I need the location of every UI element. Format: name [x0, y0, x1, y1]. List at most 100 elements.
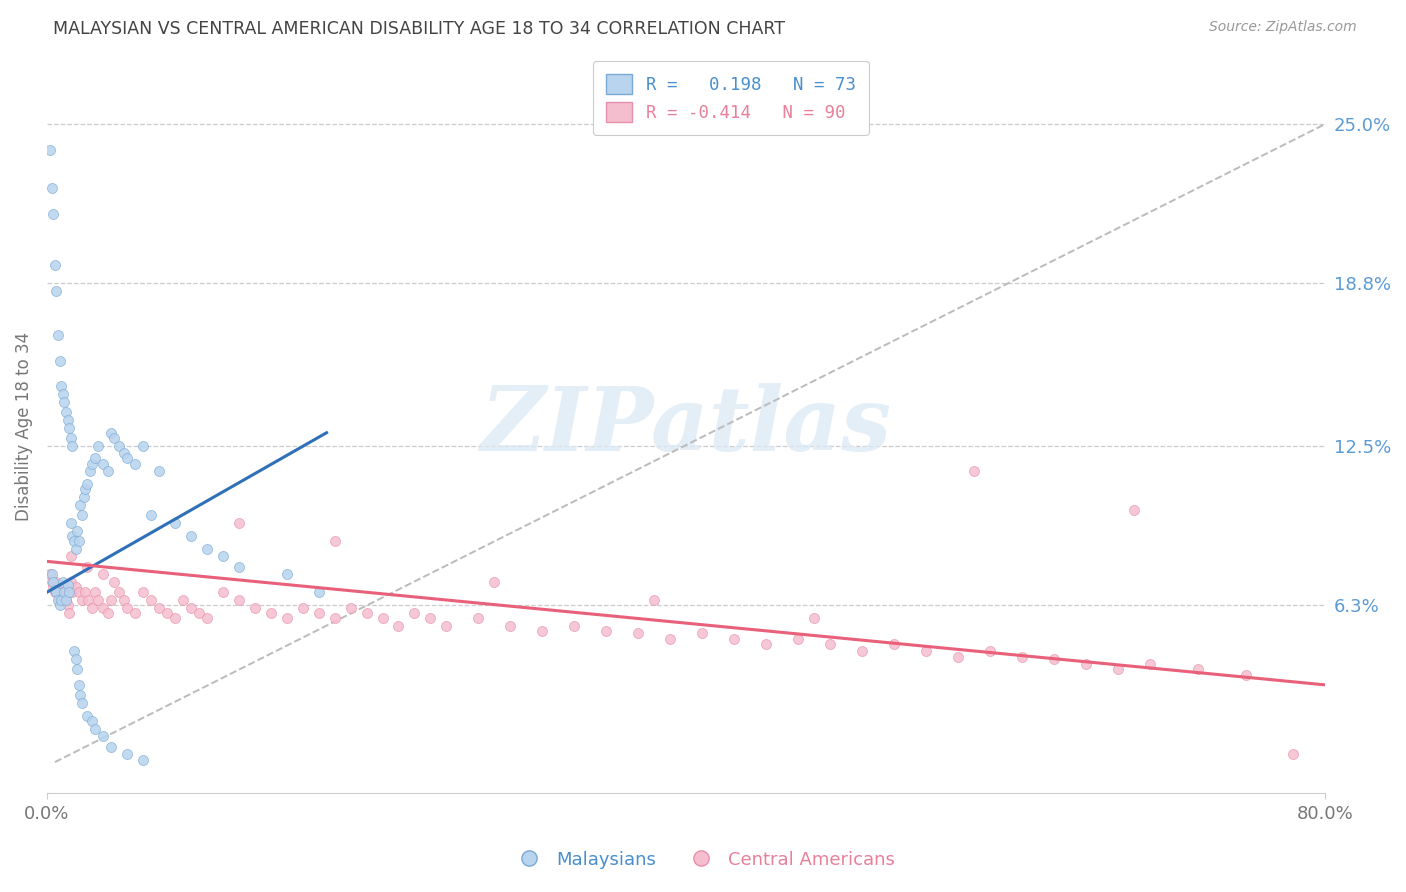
Point: [63, 533, 86, 548]
Point: [107, 585, 129, 599]
Point: [65, 541, 87, 556]
Point: [356, 606, 378, 620]
Point: [156, 606, 179, 620]
Text: MALAYSIAN VS CENTRAL AMERICAN DISABILITY AGE 18 TO 34 CORRELATION CHART: MALAYSIAN VS CENTRAL AMERICAN DISABILITY…: [53, 20, 786, 37]
Point: [851, 644, 873, 658]
Point: [48, 593, 70, 607]
Point: [1011, 649, 1033, 664]
Point: [42, 580, 65, 594]
Point: [339, 600, 361, 615]
Point: [211, 585, 233, 599]
Text: Source: ZipAtlas.com: Source: ZipAtlas.com: [1209, 20, 1357, 34]
Point: [55, 405, 77, 419]
Point: [562, 618, 585, 632]
Point: [243, 600, 266, 615]
Point: [80, 714, 103, 728]
Point: [97, 464, 120, 478]
Point: [308, 585, 330, 599]
Point: [404, 606, 426, 620]
Point: [58, 420, 80, 434]
Point: [83, 585, 105, 599]
Point: [76, 477, 98, 491]
Point: [100, 739, 122, 754]
Point: [58, 585, 80, 599]
Point: [59, 516, 82, 530]
Point: [1122, 503, 1144, 517]
Point: [1234, 667, 1257, 681]
Point: [46, 593, 69, 607]
Point: [308, 606, 330, 620]
Point: [63, 644, 86, 658]
Point: [83, 451, 105, 466]
Point: [484, 574, 506, 589]
Point: [1042, 652, 1064, 666]
Point: [52, 574, 75, 589]
Point: [139, 508, 162, 522]
Point: [53, 585, 76, 599]
Point: [80, 600, 103, 615]
Point: [46, 585, 69, 599]
Point: [228, 593, 250, 607]
Point: [187, 606, 209, 620]
Point: [69, 498, 91, 512]
Point: [690, 626, 713, 640]
Point: [45, 284, 67, 298]
Point: [44, 582, 66, 597]
Point: [59, 431, 82, 445]
Point: [46, 327, 69, 342]
Y-axis label: Disability Age 18 to 34: Disability Age 18 to 34: [15, 332, 32, 521]
Point: [195, 611, 218, 625]
Point: [77, 593, 100, 607]
Point: [103, 431, 125, 445]
Point: [195, 541, 218, 556]
Point: [45, 585, 67, 599]
Point: [643, 593, 665, 607]
Point: [62, 529, 84, 543]
Point: [103, 574, 125, 589]
Point: [80, 457, 103, 471]
Point: [124, 457, 146, 471]
Point: [139, 593, 162, 607]
Point: [963, 464, 986, 478]
Point: [107, 439, 129, 453]
Point: [44, 259, 66, 273]
Point: [70, 696, 93, 710]
Point: [76, 559, 98, 574]
Point: [91, 730, 114, 744]
Point: [132, 439, 155, 453]
Point: [163, 611, 186, 625]
Point: [112, 446, 135, 460]
Point: [755, 637, 778, 651]
Legend: R =   0.198   N = 73, R = -0.414   N = 90: R = 0.198 N = 73, R = -0.414 N = 90: [593, 61, 869, 135]
Point: [112, 593, 135, 607]
Point: [100, 425, 122, 440]
Point: [148, 464, 170, 478]
Point: [69, 688, 91, 702]
Point: [39, 143, 62, 157]
Point: [180, 600, 202, 615]
Point: [51, 379, 73, 393]
Point: [132, 752, 155, 766]
Point: [53, 585, 76, 599]
Point: [56, 413, 79, 427]
Point: [659, 632, 682, 646]
Point: [91, 600, 114, 615]
Point: [291, 600, 314, 615]
Point: [67, 585, 90, 599]
Point: [65, 580, 87, 594]
Point: [48, 353, 70, 368]
Point: [52, 580, 75, 594]
Point: [51, 585, 73, 599]
Text: ZIPatlas: ZIPatlas: [481, 383, 891, 469]
Point: [48, 598, 70, 612]
Point: [276, 567, 298, 582]
Point: [45, 574, 67, 589]
Point: [595, 624, 617, 638]
Point: [803, 611, 825, 625]
Point: [87, 439, 110, 453]
Point: [883, 637, 905, 651]
Point: [75, 483, 97, 497]
Point: [87, 593, 110, 607]
Point: [163, 516, 186, 530]
Point: [818, 637, 841, 651]
